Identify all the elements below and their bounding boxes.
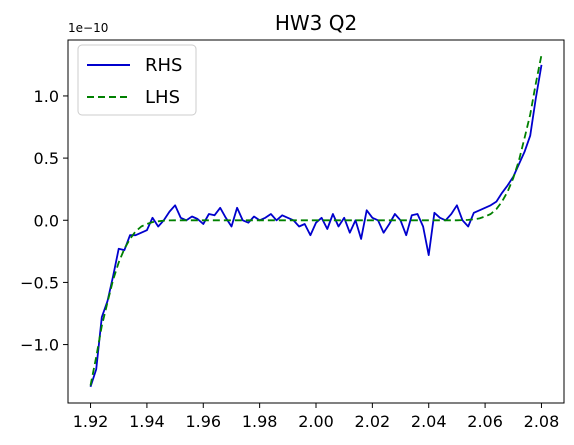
legend-label-rhs: RHS (145, 55, 182, 76)
x-tick-label: 2.02 (355, 412, 391, 431)
y-tick-label: 1.0 (34, 87, 59, 106)
y-tick-label: −0.5 (20, 273, 59, 292)
chart-title: HW3 Q2 (275, 11, 357, 35)
series-line-lhs (89, 54, 543, 386)
y-offset-label: 1e−10 (68, 21, 108, 35)
x-tick-label: 2.00 (298, 412, 334, 431)
x-tick-label: 1.96 (185, 412, 221, 431)
x-tick-label: 1.94 (129, 412, 165, 431)
x-tick-label: 2.04 (411, 412, 447, 431)
plot-lines (89, 54, 543, 388)
legend-box (77, 44, 197, 116)
x-tick-label: 1.92 (73, 412, 109, 431)
y-tick-label: 0.5 (34, 149, 59, 168)
x-axis-ticks: 1.92 1.94 1.96 1.98 2.00 2.02 2.04 2.06 2.08 (73, 403, 560, 431)
x-tick-label: 1.98 (242, 412, 278, 431)
x-tick-label: 2.08 (524, 412, 560, 431)
series-line-rhs (89, 64, 543, 388)
y-tick-label: −1.0 (20, 336, 59, 355)
y-tick-label: 0.0 (34, 211, 59, 230)
legend: RHS LHS (77, 44, 197, 116)
legend-label-lhs: LHS (145, 87, 180, 108)
y-axis-ticks: −1.0 −0.5 0.0 0.5 1.0 (20, 87, 68, 355)
x-tick-label: 2.06 (467, 412, 503, 431)
